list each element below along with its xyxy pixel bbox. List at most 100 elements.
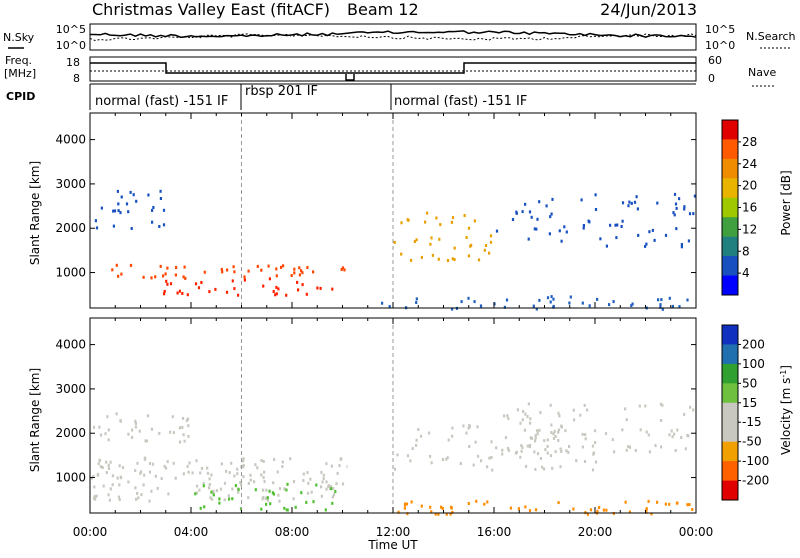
data-cell (127, 210, 130, 214)
data-cell (589, 508, 593, 512)
velocity-colorbar: 200 100 50 15 -15 -50 -100 -200 (721, 324, 769, 501)
data-cell (659, 303, 662, 307)
data-cell (539, 457, 542, 460)
data-cell (117, 202, 120, 206)
data-gap (347, 114, 353, 307)
data-cell (163, 289, 166, 293)
data-cell (505, 298, 509, 302)
data-cell (208, 290, 211, 294)
data-cell (242, 475, 245, 479)
data-cell (325, 462, 328, 466)
data-cell (135, 199, 138, 203)
velocity-cells (90, 318, 695, 516)
data-cell (242, 465, 245, 469)
data-cell (95, 226, 99, 230)
data-cell (208, 477, 211, 481)
data-cell (231, 279, 234, 283)
data-cell (154, 275, 157, 279)
data-cell (656, 500, 659, 504)
data-cell (536, 452, 540, 456)
y-tick-label: 3000 (55, 382, 86, 396)
colorbar-tick-label: 100 (742, 357, 765, 371)
data-cell (484, 244, 488, 247)
data-cell (202, 484, 205, 488)
data-cell (208, 486, 211, 490)
data-cell (268, 277, 271, 281)
data-cell (320, 494, 323, 498)
data-cell (441, 506, 444, 510)
data-cell (453, 246, 456, 250)
data-cell (592, 452, 595, 456)
data-cell (648, 450, 651, 454)
data-cell (637, 233, 640, 237)
data-cell (519, 421, 522, 425)
data-cell (584, 433, 587, 437)
power-heatmap: 1000 2000 3000 4000 Slant Range [km] 28 24 20… (28, 112, 793, 311)
data-cell (159, 189, 162, 193)
data-cell (647, 433, 650, 437)
data-cell (684, 447, 687, 451)
data-cell (400, 252, 403, 256)
data-cell (668, 502, 671, 506)
power-y-label: Slant Range [km] (28, 161, 42, 265)
data-cell (210, 473, 213, 477)
data-cell (195, 491, 198, 495)
data-cell (302, 472, 305, 476)
data-cell (467, 226, 471, 230)
data-cell (280, 265, 283, 269)
data-cell (321, 480, 324, 484)
data-cell (263, 480, 266, 484)
data-cell (501, 448, 504, 452)
data-cell (480, 459, 483, 463)
data-cell (584, 437, 587, 441)
data-cell (596, 509, 599, 513)
data-cell (306, 471, 309, 475)
data-cell (208, 483, 211, 486)
data-cell (97, 462, 100, 466)
data-cell (286, 482, 289, 486)
data-cell (560, 239, 563, 243)
data-cell (247, 496, 250, 500)
data-cell (100, 206, 103, 210)
data-cell (388, 305, 391, 308)
data-cell (445, 457, 448, 461)
data-cell (206, 471, 210, 475)
data-cell (529, 421, 532, 425)
data-cell (301, 283, 304, 287)
data-cell (290, 274, 293, 277)
colorbar-tick-label: -15 (742, 415, 762, 429)
data-cell (178, 289, 181, 293)
data-cell (687, 239, 690, 243)
data-cell (322, 477, 325, 481)
data-cell (334, 490, 337, 494)
data-cell (536, 217, 539, 221)
data-cell (671, 304, 674, 308)
data-cell (206, 466, 209, 470)
data-cell (594, 460, 598, 464)
colorbar-swatch (722, 441, 738, 462)
data-cell (151, 208, 154, 212)
data-cell (293, 271, 296, 275)
data-cell (400, 221, 403, 225)
data-cell (325, 480, 328, 484)
data-cell (535, 307, 538, 311)
data-cell (517, 507, 520, 511)
data-cell (524, 505, 527, 509)
data-cell (446, 259, 450, 262)
data-cell (429, 505, 432, 509)
data-cell (162, 274, 165, 278)
data-cell (410, 500, 413, 504)
data-cell (630, 304, 633, 308)
data-cell (320, 470, 323, 474)
data-cell (543, 439, 546, 443)
data-cell (415, 443, 418, 447)
data-cell (524, 412, 527, 416)
data-cell (203, 270, 206, 274)
x-tick-label: 00:00 (73, 525, 108, 539)
nsearch-label: N.Search (746, 30, 796, 43)
data-cell (440, 505, 443, 509)
data-cell (162, 223, 166, 227)
data-cell (560, 449, 563, 453)
data-cell (452, 216, 455, 220)
data-cell (546, 438, 549, 442)
